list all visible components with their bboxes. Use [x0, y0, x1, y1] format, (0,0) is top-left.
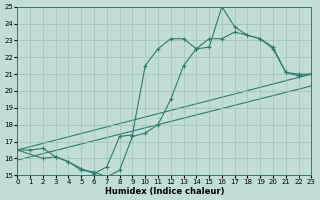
X-axis label: Humidex (Indice chaleur): Humidex (Indice chaleur) [105, 187, 224, 196]
